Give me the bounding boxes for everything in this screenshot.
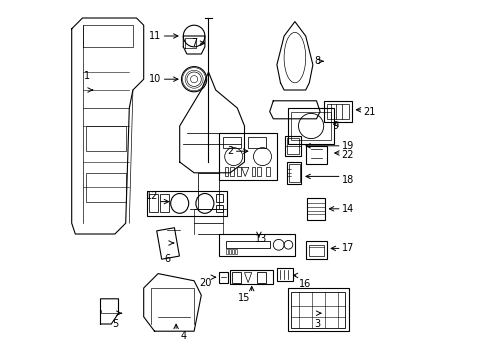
Bar: [160, 194, 168, 212]
Text: 18: 18: [341, 175, 353, 185]
Bar: [276, 268, 292, 281]
Bar: [326, 104, 348, 119]
Text: 16: 16: [298, 279, 310, 289]
Text: 1: 1: [83, 71, 89, 81]
Bar: [230, 270, 273, 284]
Bar: [265, 167, 269, 176]
Bar: [307, 198, 325, 220]
Bar: [232, 249, 234, 254]
Text: 12: 12: [145, 191, 158, 201]
Bar: [291, 292, 345, 328]
Bar: [147, 191, 226, 216]
Bar: [86, 126, 125, 151]
Bar: [257, 272, 265, 283]
Text: 19: 19: [341, 141, 353, 151]
Bar: [287, 288, 348, 331]
Bar: [219, 272, 228, 283]
Bar: [215, 194, 223, 202]
Bar: [323, 101, 352, 122]
Bar: [223, 137, 241, 148]
Text: 15: 15: [238, 293, 250, 303]
Text: 22: 22: [341, 150, 353, 160]
Text: 9: 9: [331, 121, 337, 131]
Bar: [247, 137, 265, 148]
Text: 10: 10: [149, 74, 162, 84]
Bar: [309, 245, 323, 256]
Bar: [219, 234, 294, 256]
Text: 11: 11: [149, 31, 162, 41]
Bar: [286, 138, 299, 154]
Bar: [237, 167, 241, 176]
Bar: [230, 167, 233, 176]
Bar: [229, 249, 231, 254]
Text: 6: 6: [164, 254, 170, 264]
Text: 3: 3: [313, 319, 320, 329]
Bar: [219, 133, 276, 180]
Text: 4: 4: [180, 331, 186, 341]
Bar: [287, 108, 334, 144]
Text: 17: 17: [341, 243, 353, 253]
Text: 21: 21: [363, 107, 375, 117]
Text: 13: 13: [254, 234, 266, 244]
Bar: [156, 228, 179, 259]
Bar: [224, 167, 228, 176]
Bar: [305, 146, 326, 164]
Bar: [226, 241, 269, 248]
Bar: [149, 194, 158, 212]
Bar: [86, 173, 125, 202]
Bar: [286, 162, 301, 184]
Bar: [257, 167, 260, 176]
Bar: [288, 164, 299, 182]
Bar: [285, 136, 301, 156]
Bar: [231, 272, 241, 283]
Text: 8: 8: [313, 56, 320, 66]
Text: 5: 5: [112, 319, 118, 329]
Bar: [215, 205, 223, 212]
Bar: [226, 249, 228, 254]
Bar: [251, 167, 255, 176]
Text: 2: 2: [227, 146, 233, 156]
Bar: [291, 112, 330, 140]
Text: 7: 7: [191, 38, 197, 48]
Text: 14: 14: [341, 204, 353, 214]
Bar: [235, 249, 237, 254]
Bar: [305, 241, 326, 259]
Text: 20: 20: [199, 278, 212, 288]
